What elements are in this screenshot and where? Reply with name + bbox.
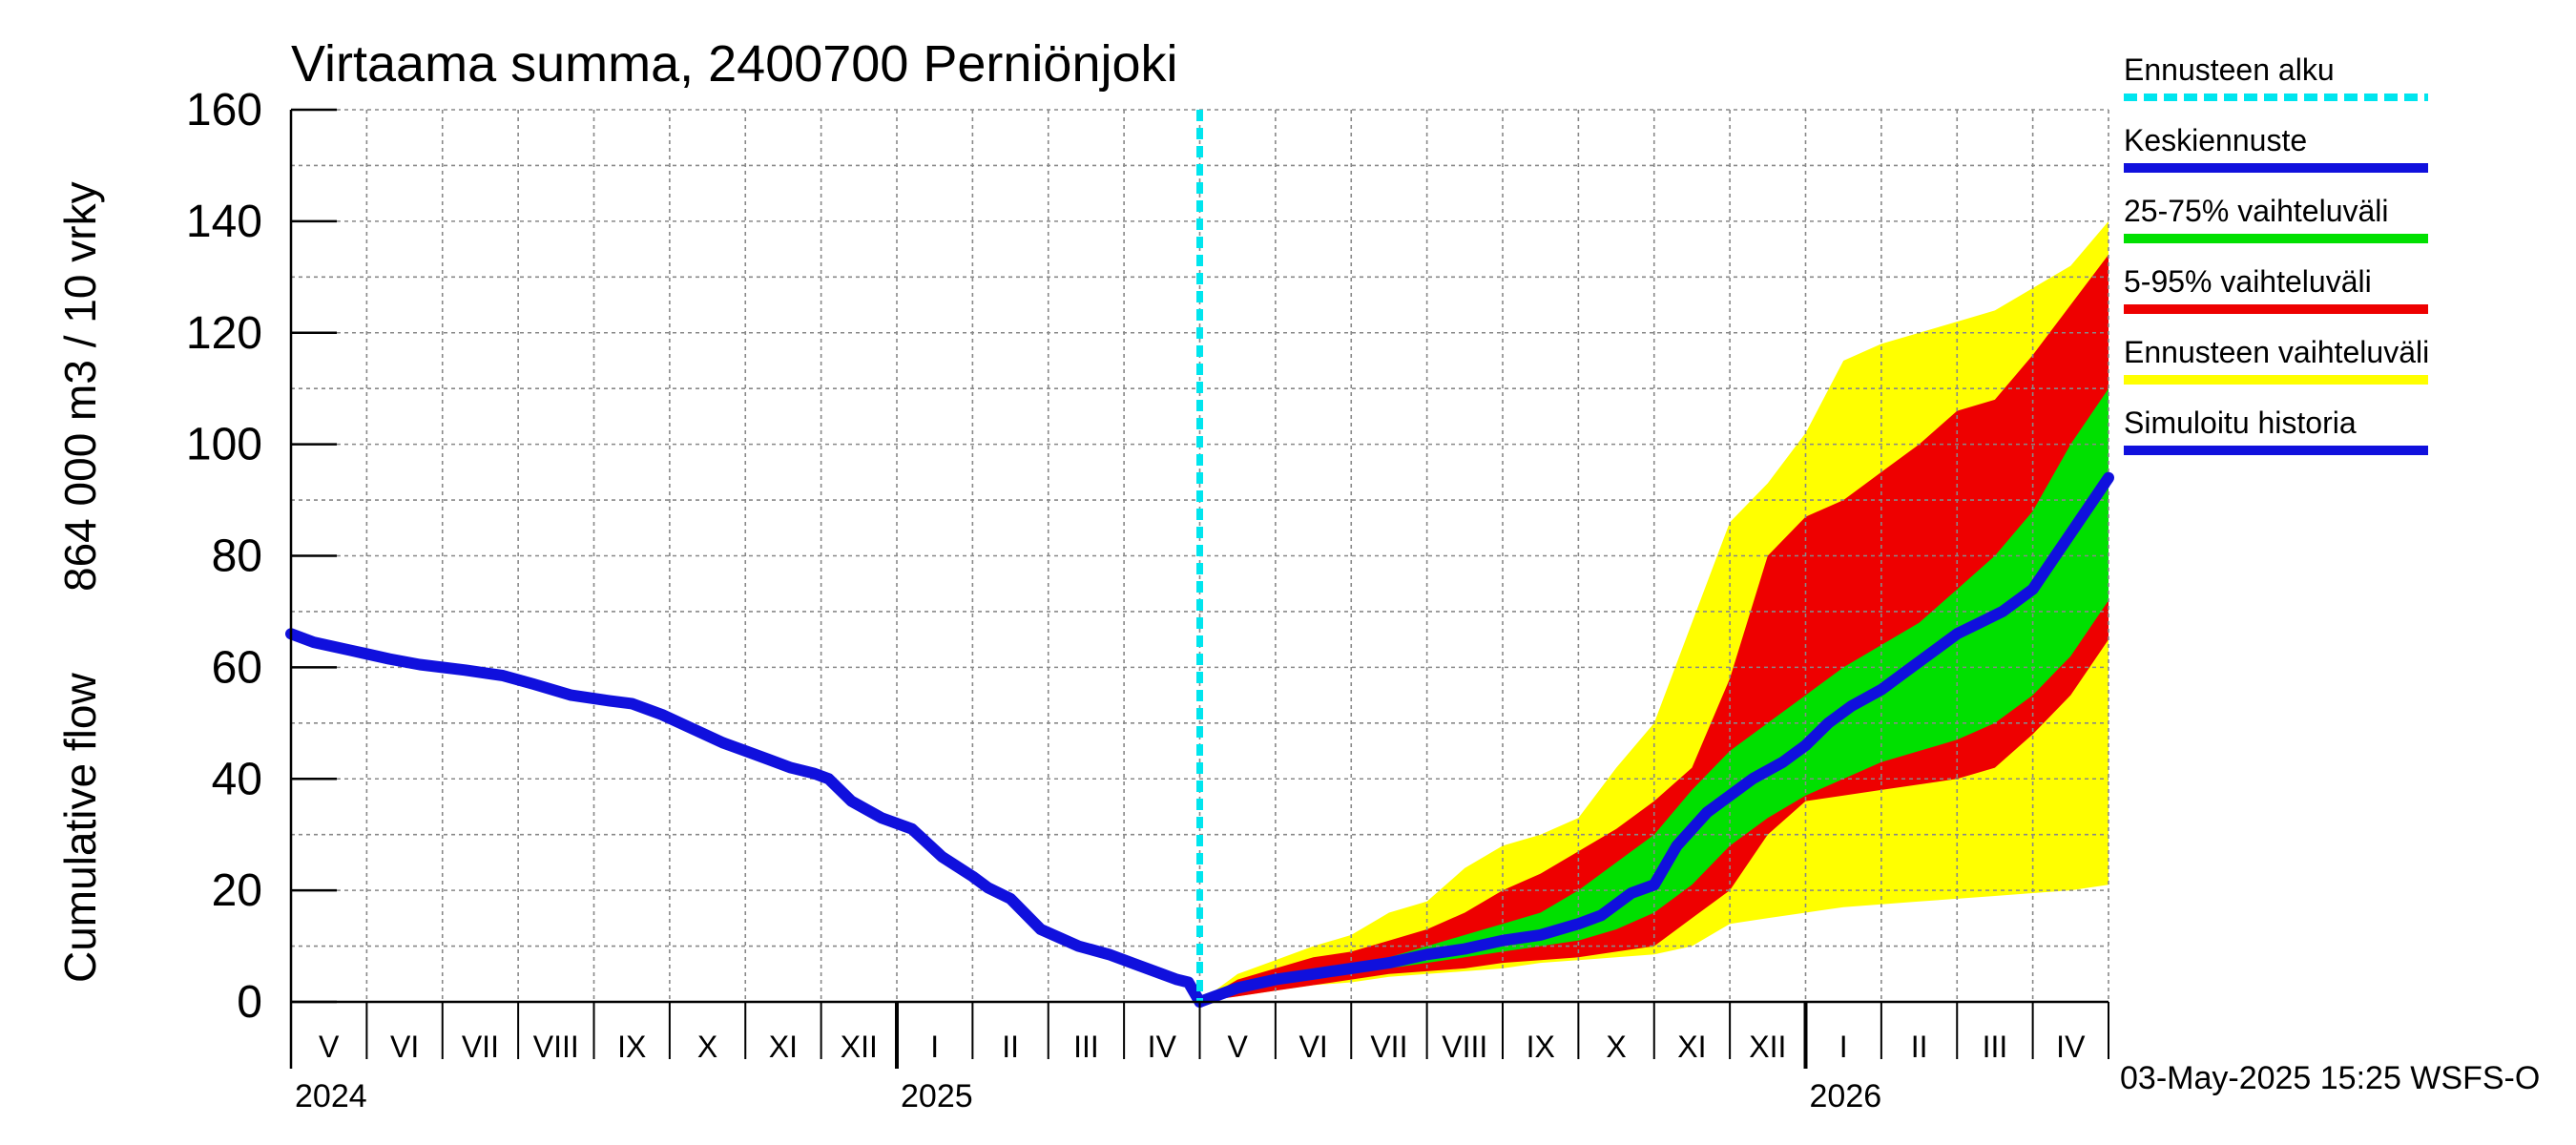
month-label: X [1606,1030,1626,1064]
y-axis-label-line1: Cumulative flow [55,673,105,983]
y-tick-label: 120 [186,308,262,359]
month-label: XII [841,1030,878,1064]
month-label: VI [1298,1030,1327,1064]
y-tick-label: 80 [212,531,262,582]
month-label: XII [1749,1030,1786,1064]
y-tick-label: 0 [237,977,262,1028]
y-tick-label: 140 [186,197,262,247]
legend-label: Simuloitu historia [2124,406,2357,440]
month-label: I [1839,1030,1848,1064]
month-label: VIII [533,1030,579,1064]
year-label: 2024 [295,1078,367,1114]
series-line-keskiennuste [1194,471,2114,1008]
month-label: XI [1677,1030,1706,1064]
month-label: VI [390,1030,419,1064]
y-tick-label: 60 [212,642,262,693]
month-label: V [319,1030,340,1064]
month-label: IV [2056,1030,2086,1064]
month-label: X [697,1030,717,1064]
y-tick-label: 40 [212,754,262,804]
legend-label: Ennusteen vaihteluväli [2124,335,2429,369]
month-label: VII [462,1030,499,1064]
year-label: 2025 [901,1078,973,1114]
month-label: V [1228,1030,1249,1064]
month-label: VII [1370,1030,1407,1064]
month-label: IX [617,1030,646,1064]
series-lines [285,110,2114,1008]
month-label: III [1073,1030,1099,1064]
month-label: II [1911,1030,1928,1064]
legend-label: Keskiennuste [2124,123,2307,157]
y-tick-label: 100 [186,420,262,470]
legend: Ennusteen alku Keskiennuste 25-75% vaihtel… [2124,52,2429,455]
month-label: XI [769,1030,798,1064]
timestamp-label: 03-May-2025 15:25 WSFS-O [2120,1060,2540,1096]
legend-label: 25-75% vaihteluväli [2124,194,2389,228]
y-tick-label: 160 [186,85,262,135]
month-label: I [930,1030,939,1064]
month-label: VIII [1442,1030,1487,1064]
year-label: 2026 [1810,1078,1882,1114]
month-label: II [1002,1030,1019,1064]
y-tick-label: 20 [212,865,262,916]
legend-label: Ennusteen alku [2124,52,2335,87]
month-label: III [1983,1030,2008,1064]
y-axis-label-line2: 864 000 m3 / 10 vrky [55,181,105,592]
month-label: IX [1527,1030,1555,1064]
month-label: IV [1148,1030,1177,1064]
chart-title: Virtaama summa, 2400700 Perniönjoki [291,35,1178,93]
series-line-simuloitu-historia [285,628,1206,1008]
legend-label: 5-95% vaihteluväli [2124,264,2372,299]
